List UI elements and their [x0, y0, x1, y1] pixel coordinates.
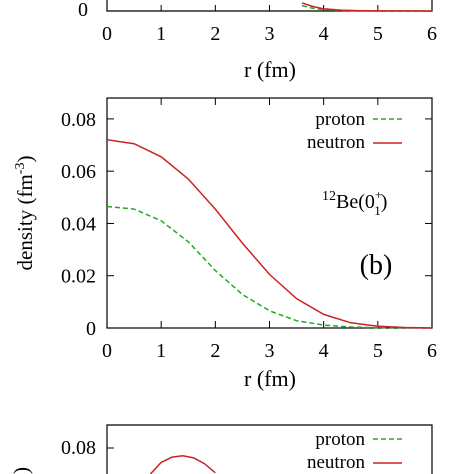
top-x-tick-label: 5: [373, 23, 383, 45]
bottom-legend-proton-label: proton: [315, 429, 365, 450]
top-x-tick-label: 0: [102, 23, 112, 45]
panel-b-axes-frame: [106, 97, 433, 329]
top-y-tick-label: 0: [78, 0, 88, 21]
panel-b-x-tick-label: 0: [102, 340, 112, 362]
bottom-legend-neutron-label: neutron: [307, 452, 366, 473]
panel-b-x-tick-label: 5: [373, 340, 383, 362]
panel-b-label: (b): [360, 250, 393, 281]
panel-b-y-tick-label: 0: [86, 318, 96, 340]
panel-b-y-tick-label: 0.04: [61, 213, 96, 235]
panel-b-x-tick-label: 3: [265, 340, 275, 362]
panel-b-neutron-curve: [106, 139, 433, 329]
top-x-axis-label: r (fm): [244, 57, 296, 82]
panel-b-proton-curve: [106, 205, 433, 329]
panel-b: 0 0.02 0.04 0.06 0.08 0 1 2 3 4 5 6 r (fm) density…: [13, 97, 437, 391]
panel-b-nucleus-annotation: 12Be(0+ 1): [322, 187, 387, 218]
bottom-panel: 0.08 ) proton neutron: [9, 424, 433, 474]
panel-b-y-axis-label: density (fm-3): [13, 156, 37, 271]
top-x-tick-label: 6: [427, 23, 437, 45]
panel-b-x-tick-label: 2: [210, 340, 220, 362]
bottom-y-axis-label-fragment: ): [9, 467, 33, 474]
bottom-axes-frame: [106, 424, 433, 474]
top-panel: 0 0 1 2 3 4 5 6 r (fm): [78, 0, 437, 82]
panel-b-x-tick-label: 1: [156, 340, 166, 362]
panel-b-legend: proton neutron: [307, 109, 402, 153]
panel-b-x-tick-label: 6: [427, 340, 437, 362]
top-neutron-curve: [301, 2, 433, 12]
bottom-neutron-curve: [149, 455, 216, 474]
top-x-tick-label: 4: [319, 23, 329, 45]
top-x-tick-label: 3: [265, 23, 275, 45]
panel-b-y-tick-label: 0.08: [61, 109, 96, 131]
panel-b-y-tick-label: 0.02: [61, 266, 96, 288]
top-x-tick-label: 1: [156, 23, 166, 45]
legend-proton-label: proton: [315, 109, 365, 130]
panel-b-x-tick-label: 4: [319, 340, 329, 362]
panel-b-x-axis-label: r (fm): [244, 366, 296, 391]
panel-b-y-tick-label: 0.06: [61, 161, 96, 183]
legend-neutron-label: neutron: [307, 132, 366, 153]
bottom-legend: proton neutron: [307, 429, 402, 473]
bottom-y-tick-label: 0.08: [61, 437, 96, 459]
top-x-tick-label: 2: [210, 23, 220, 45]
